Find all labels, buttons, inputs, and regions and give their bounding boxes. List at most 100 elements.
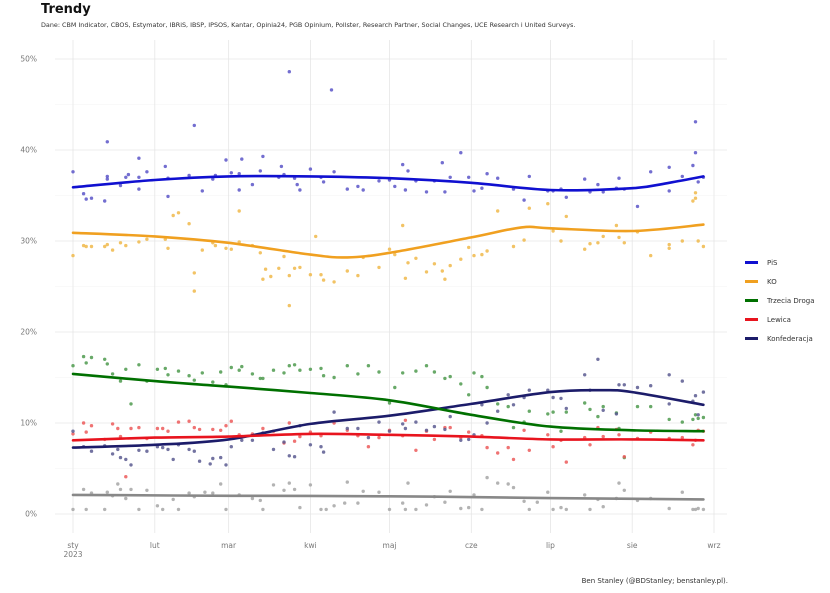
poll-point bbox=[84, 197, 88, 201]
poll-point bbox=[588, 507, 592, 512]
poll-point bbox=[448, 263, 452, 268]
poll-point bbox=[332, 170, 336, 174]
poll-point bbox=[308, 367, 313, 371]
poll-point bbox=[250, 182, 255, 187]
poll-point bbox=[424, 428, 429, 432]
poll-point bbox=[192, 449, 196, 453]
poll-point bbox=[617, 433, 621, 437]
poll-point bbox=[176, 211, 181, 215]
legend-swatch bbox=[745, 318, 758, 321]
poll-point bbox=[110, 248, 115, 252]
poll-point bbox=[124, 457, 128, 462]
poll-point bbox=[240, 364, 244, 369]
poll-point bbox=[701, 390, 706, 394]
poll-point bbox=[200, 371, 204, 375]
poll-point bbox=[403, 507, 408, 512]
poll-point bbox=[601, 434, 605, 439]
x-tick-label: kwi bbox=[304, 541, 317, 550]
poll-point bbox=[258, 169, 262, 173]
poll-point bbox=[250, 438, 255, 442]
poll-point bbox=[126, 172, 131, 177]
legend-item-lewica: Lewica bbox=[745, 310, 815, 329]
poll-point bbox=[287, 481, 291, 485]
poll-point bbox=[187, 491, 191, 495]
poll-point bbox=[166, 373, 170, 377]
poll-point bbox=[314, 234, 318, 239]
legend-swatch bbox=[745, 337, 758, 340]
poll-point bbox=[691, 443, 695, 447]
poll-point bbox=[308, 443, 313, 447]
poll-point bbox=[171, 213, 175, 218]
poll-point bbox=[564, 214, 568, 219]
poll-point bbox=[192, 289, 196, 293]
x-tick-label: mar bbox=[221, 541, 237, 550]
poll-point bbox=[261, 426, 265, 431]
trend-line-trzecia-droga bbox=[71, 372, 705, 433]
poll-point bbox=[691, 199, 695, 203]
poll-point bbox=[377, 370, 381, 374]
poll-point bbox=[601, 234, 605, 239]
poll-point bbox=[701, 244, 706, 249]
x-tick-label: lip bbox=[546, 541, 555, 550]
poll-point bbox=[693, 151, 698, 155]
poll-point bbox=[691, 163, 695, 168]
poll-point bbox=[89, 424, 94, 428]
poll-point bbox=[485, 249, 489, 253]
legend: PiS KO Trzecia Droga Lewica Konfederacja bbox=[745, 253, 815, 348]
y-tick-label: 50% bbox=[20, 55, 37, 64]
poll-point bbox=[84, 507, 88, 512]
trend-line-lewica bbox=[71, 432, 705, 442]
poll-point bbox=[237, 188, 241, 192]
poll-point bbox=[414, 256, 418, 260]
poll-point bbox=[105, 490, 110, 494]
poll-point bbox=[667, 373, 671, 377]
poll-point bbox=[443, 190, 447, 194]
poll-point bbox=[522, 428, 526, 432]
poll-point bbox=[277, 266, 281, 270]
poll-point bbox=[224, 463, 228, 467]
poll-point bbox=[319, 273, 323, 277]
poll-point bbox=[110, 422, 115, 426]
poll-point bbox=[564, 507, 568, 512]
poll-point bbox=[321, 450, 326, 454]
poll-point bbox=[81, 243, 86, 248]
poll-point bbox=[414, 448, 418, 452]
poll-point bbox=[691, 507, 695, 512]
poll-point bbox=[137, 507, 141, 512]
poll-point bbox=[387, 247, 392, 251]
poll-point bbox=[298, 265, 302, 270]
poll-point bbox=[110, 372, 115, 376]
poll-point bbox=[414, 420, 418, 424]
poll-point bbox=[527, 174, 531, 179]
poll-point bbox=[535, 500, 539, 504]
poll-point bbox=[401, 501, 405, 505]
poll-point bbox=[211, 491, 215, 495]
poll-point bbox=[129, 402, 133, 406]
poll-point bbox=[105, 174, 110, 179]
poll-point bbox=[622, 488, 626, 492]
poll-point bbox=[432, 262, 437, 266]
poll-point bbox=[116, 447, 120, 452]
poll-point bbox=[240, 438, 244, 442]
poll-point bbox=[467, 430, 471, 434]
poll-point bbox=[124, 475, 128, 479]
poll-point bbox=[551, 229, 555, 233]
poll-point bbox=[559, 429, 563, 433]
poll-point bbox=[377, 490, 381, 494]
poll-point bbox=[440, 161, 444, 165]
poll-point bbox=[403, 188, 408, 192]
poll-point bbox=[356, 184, 360, 189]
poll-point bbox=[161, 426, 165, 431]
poll-point bbox=[219, 428, 223, 432]
poll-point bbox=[588, 242, 592, 246]
poll-point bbox=[81, 354, 86, 359]
poll-point bbox=[496, 409, 500, 413]
y-tick-label: 30% bbox=[20, 237, 37, 246]
poll-point bbox=[480, 374, 484, 379]
poll-point bbox=[292, 455, 297, 459]
poll-point bbox=[81, 192, 86, 196]
poll-point bbox=[366, 435, 371, 440]
poll-point bbox=[163, 366, 167, 371]
poll-point bbox=[345, 269, 349, 273]
